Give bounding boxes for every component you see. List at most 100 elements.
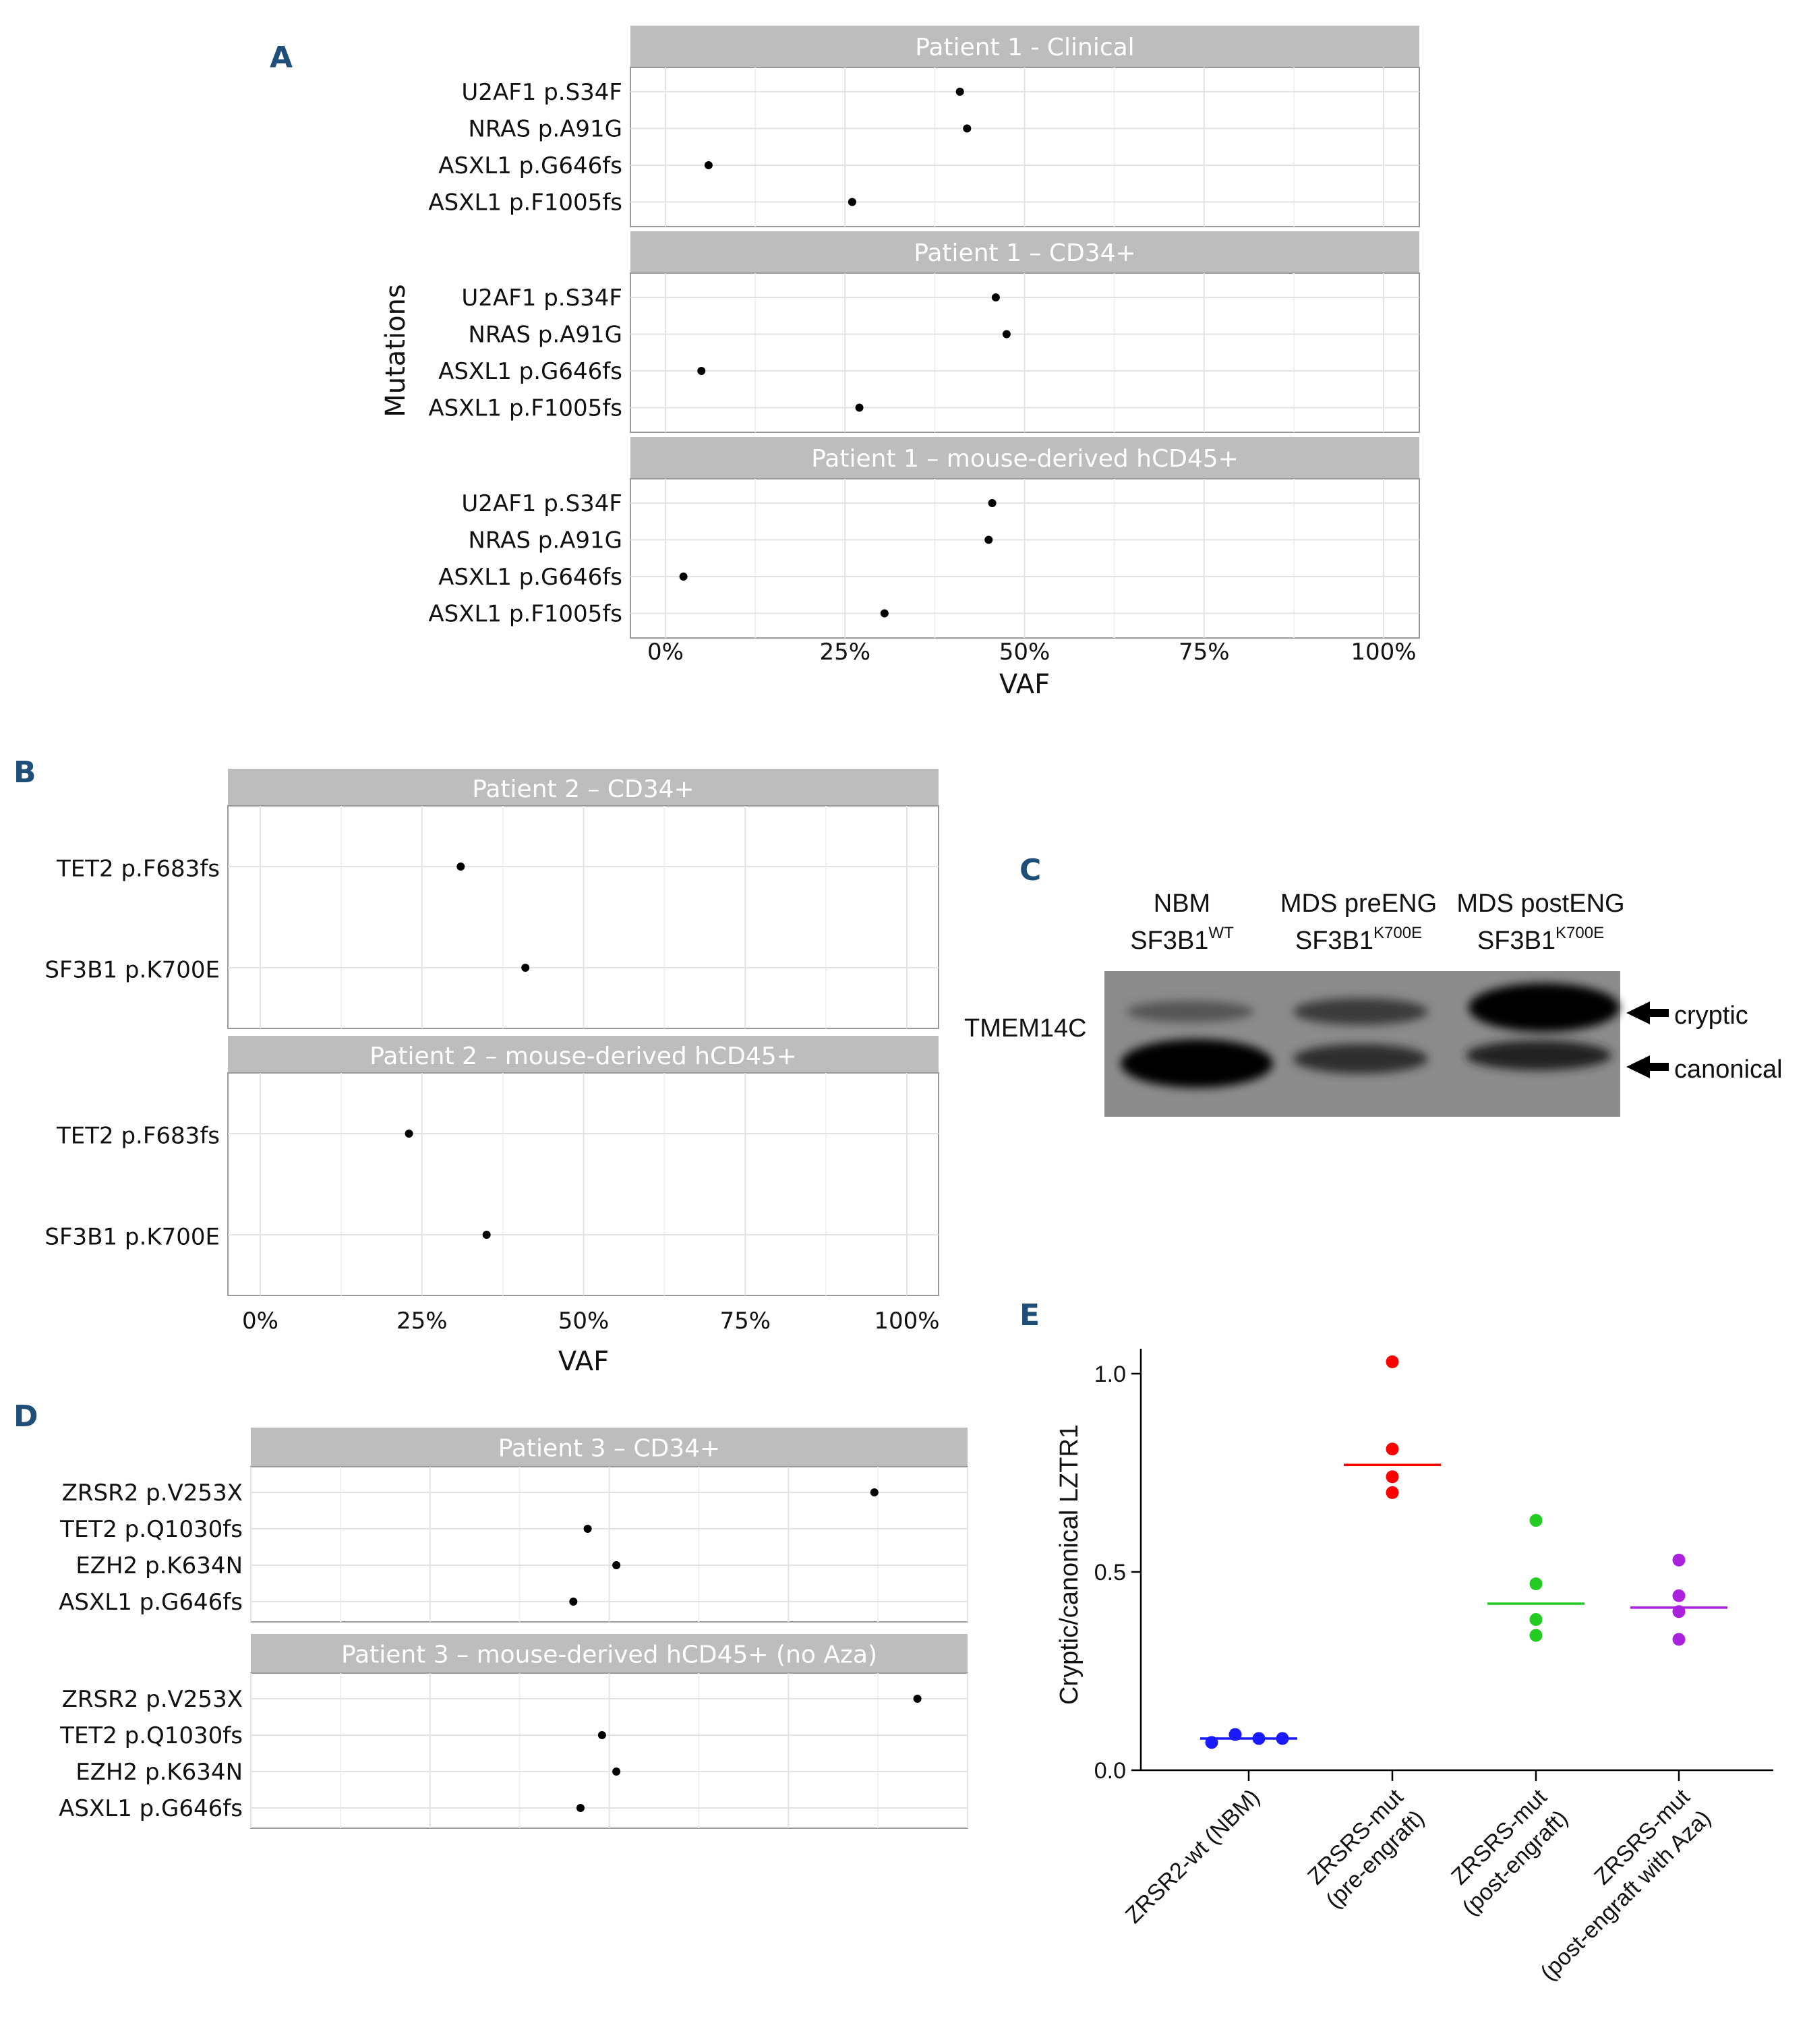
panel-label-e: E	[1019, 1298, 1040, 1333]
facet-title: Patient 2 – mouse-derived hCD45+	[369, 1043, 797, 1070]
category-label: U2AF1 p.S34F	[461, 285, 622, 312]
data-point	[612, 1561, 621, 1569]
y-axis-title: Mutations	[380, 284, 411, 417]
data-point	[521, 964, 530, 972]
facet-title: Patient 2 – CD34+	[472, 776, 694, 803]
y-tick-label: 0.5	[1094, 1560, 1126, 1585]
panel-c-gel: NBM SF3B1WT MDS preENG SF3B1K700E MDS po…	[964, 889, 1783, 1117]
data-point	[1228, 1728, 1242, 1741]
data-point	[1386, 1470, 1399, 1484]
arrow-left-icon	[1626, 1055, 1669, 1078]
category-label: TET2 p.F683fs	[56, 855, 220, 882]
data-point	[597, 1731, 606, 1739]
data-point	[955, 88, 964, 96]
data-point	[679, 573, 688, 581]
data-point	[855, 403, 864, 412]
category-label: ZRSR2 p.V253X	[62, 1686, 243, 1713]
x-tick-label: 100%	[874, 1308, 939, 1335]
data-point	[1386, 1355, 1399, 1368]
panel-label-a: A	[270, 40, 293, 75]
data-point	[576, 1804, 585, 1812]
category-label: ASXL1 p.G646fs	[438, 152, 622, 179]
category-label: SF3B1 p.K700E	[45, 1223, 220, 1250]
category-label: NRAS p.A91G	[468, 116, 622, 143]
facet-strip	[228, 1036, 939, 1073]
band-post-canonical	[1466, 1041, 1611, 1070]
lane-1-line2: SF3B1WT	[1130, 924, 1234, 955]
lane-2-line1: MDS preENG	[1280, 889, 1437, 918]
data-point	[697, 367, 706, 375]
facet-strip	[630, 231, 1419, 273]
data-point	[848, 198, 856, 206]
category-label: EZH2 p.K634N	[76, 1759, 243, 1786]
category-label: ASXL1 p.G646fs	[438, 358, 622, 385]
data-point	[1386, 1442, 1399, 1456]
panel-b-facet-chart: Patient 2 – CD34+ TET2 p.F683fs SF3B1 p.K7…	[45, 769, 940, 1377]
band-nbm-cryptic	[1126, 1001, 1254, 1022]
data-point	[405, 1130, 413, 1138]
x-tick-label: 0%	[647, 639, 684, 666]
panel-a-facet-chart: Patient 1 - Clinical U2AF1 p.S34F NRAS p.A…	[380, 26, 1420, 700]
data-point	[1252, 1732, 1266, 1745]
facet-strip	[251, 1428, 968, 1467]
lane-3-line2: SF3B1K700E	[1477, 924, 1604, 955]
lane-3-line1: MDS postENG	[1456, 889, 1624, 918]
category-label: ZRSR2 p.V253X	[62, 1480, 243, 1507]
data-point	[870, 1488, 879, 1496]
data-point	[880, 609, 889, 618]
x-axis-title: VAF	[999, 669, 1050, 700]
panel-d-facet-chart: Patient 3 – CD34+ ZRSR2 p.V253X TET2 p.Q10…	[59, 1428, 968, 1829]
panel-label-d: D	[13, 1399, 38, 1434]
data-point	[704, 161, 713, 169]
data-point	[988, 499, 997, 507]
band-label-canonical: canonical	[1674, 1055, 1783, 1084]
x-tick-label: 75%	[1179, 639, 1230, 666]
facet-strip	[251, 1634, 968, 1673]
arrow-left-icon	[1626, 1001, 1669, 1024]
data-point	[1672, 1553, 1686, 1567]
band-post-cryptic	[1469, 983, 1620, 1032]
x-tick-label: 50%	[999, 639, 1050, 666]
x-tick-label: 25%	[396, 1308, 448, 1335]
data-point	[1529, 1577, 1543, 1591]
x-tick-label: 50%	[558, 1308, 610, 1335]
category-label: TET2 p.Q1030fs	[59, 1516, 243, 1543]
category-label: ASXL1 p.G646fs	[59, 1589, 243, 1616]
category-label: EZH2 p.K634N	[76, 1552, 243, 1579]
x-tick-label: 25%	[819, 639, 870, 666]
category-label: SF3B1 p.K700E	[45, 956, 220, 983]
panel-label-c: C	[1019, 853, 1041, 887]
lane-1-line1: NBM	[1154, 889, 1210, 918]
data-point	[1672, 1633, 1686, 1646]
data-point	[1276, 1732, 1289, 1745]
panel-label-b: B	[13, 755, 36, 790]
facet-strip	[228, 769, 939, 806]
y-axis-title: Cryptic/canonical LZTR1	[1055, 1424, 1084, 1705]
x-tick-label: 75%	[719, 1308, 771, 1335]
y-tick-label: 1.0	[1094, 1362, 1126, 1387]
data-point	[1529, 1613, 1543, 1627]
gene-label: TMEM14C	[964, 1014, 1087, 1043]
category-label: U2AF1 p.S34F	[461, 490, 622, 517]
facet-title: Patient 1 – CD34+	[914, 239, 1135, 267]
category-label: TET2 p.F683fs	[56, 1122, 220, 1149]
facet-title: Patient 3 – mouse-derived hCD45+ (no Aza…	[341, 1641, 877, 1669]
data-point	[612, 1768, 621, 1776]
panel-e-dot-plot: 0.0 0.5 1.0 Cryptic/canonical LZTR1 ZRSR2-wt…	[1055, 1349, 1773, 1985]
category-label: TET2 p.Q1030fs	[59, 1722, 243, 1749]
data-point	[456, 863, 465, 871]
x-tick-label: 100%	[1351, 639, 1416, 666]
band-pre-canonical	[1293, 1044, 1428, 1074]
category-label: ASXL1 p.G646fs	[59, 1795, 243, 1822]
category-label: ASXL1 p.G646fs	[438, 564, 622, 591]
category-label: ASXL1 p.F1005fs	[428, 601, 622, 628]
data-point	[482, 1231, 491, 1239]
x-tick-label: ZRSRS-mut(post-engraft with Aza)	[1514, 1784, 1716, 1985]
data-point	[963, 124, 972, 133]
data-point	[991, 293, 1000, 301]
data-point	[1529, 1514, 1543, 1527]
data-point	[913, 1695, 922, 1703]
facet-strip	[630, 437, 1419, 479]
data-point	[984, 535, 993, 544]
